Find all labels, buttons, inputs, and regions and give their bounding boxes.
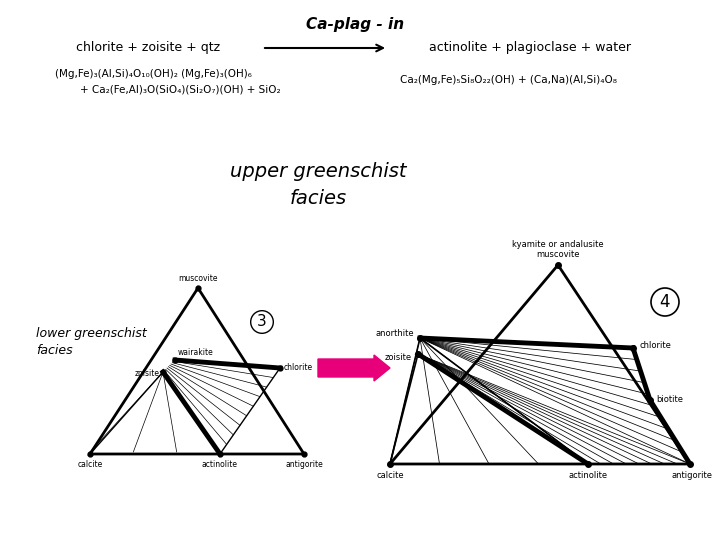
Text: Ca₂(Mg,Fe)₅Si₈O₂₂(OH) + (Ca,Na)(Al,Si)₄O₈: Ca₂(Mg,Fe)₅Si₈O₂₂(OH) + (Ca,Na)(Al,Si)₄O… — [400, 75, 617, 85]
Text: upper greenschist
facies: upper greenschist facies — [230, 162, 406, 208]
Text: kyamite or andalusite: kyamite or andalusite — [512, 240, 604, 249]
Text: actinolite: actinolite — [568, 471, 608, 480]
Text: Ca-plag - in: Ca-plag - in — [306, 17, 404, 32]
Text: antigorite: antigorite — [285, 460, 323, 469]
Text: 3: 3 — [257, 314, 267, 329]
Text: chlorite + zoisite + qtz: chlorite + zoisite + qtz — [76, 42, 220, 55]
FancyArrow shape — [318, 355, 390, 381]
Text: biotite: biotite — [656, 395, 683, 404]
Text: actinolite: actinolite — [202, 460, 238, 469]
Text: chlorite: chlorite — [639, 341, 671, 350]
Text: muscovite: muscovite — [536, 250, 580, 259]
Text: calcite: calcite — [77, 460, 103, 469]
Text: zoisite: zoisite — [135, 368, 160, 377]
Text: calcite: calcite — [376, 471, 404, 480]
Text: actinolite + plagioclase + water: actinolite + plagioclase + water — [429, 42, 631, 55]
Text: 4: 4 — [660, 293, 670, 311]
Text: + Ca₂(Fe,Al)₃O(SiO₄)(Si₂O₇)(OH) + SiO₂: + Ca₂(Fe,Al)₃O(SiO₄)(Si₂O₇)(OH) + SiO₂ — [80, 84, 281, 94]
Text: antigorite: antigorite — [672, 471, 713, 480]
Text: anorthite: anorthite — [375, 329, 414, 339]
Text: chlorite: chlorite — [284, 363, 313, 373]
Text: zoisite: zoisite — [385, 353, 412, 361]
Text: lower greenschist
facies: lower greenschist facies — [36, 327, 147, 357]
Text: wairakite: wairakite — [178, 348, 214, 357]
Text: (Mg,Fe)₃(Al,Si)₄O₁₀(OH)₂ (Mg,Fe)₃(OH)₆: (Mg,Fe)₃(Al,Si)₄O₁₀(OH)₂ (Mg,Fe)₃(OH)₆ — [55, 69, 252, 79]
Text: muscovite: muscovite — [179, 274, 217, 283]
